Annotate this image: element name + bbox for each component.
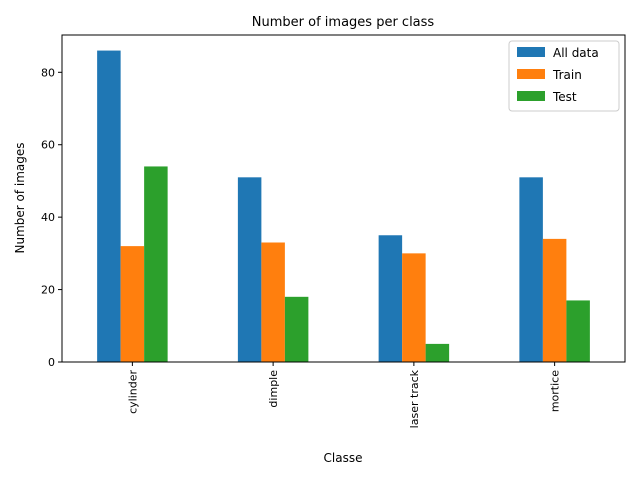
y-tick-label: 60 <box>41 139 55 152</box>
bar-test-mortice <box>566 300 590 362</box>
legend-label: Train <box>552 68 582 82</box>
bar-train-mortice <box>542 238 567 362</box>
y-tick-label: 40 <box>41 211 55 224</box>
x-axis: cylinder dimple laser track mortice <box>126 362 562 428</box>
legend: All data Train Test <box>508 40 620 112</box>
x-axis-label: Classe <box>324 451 363 465</box>
bar-train-dimple <box>261 242 285 362</box>
bar-train-laser-track <box>402 253 426 362</box>
legend-swatch <box>517 47 545 57</box>
legend-swatch <box>517 69 545 79</box>
bar-all-data-mortice <box>519 177 543 362</box>
bar-test-dimple <box>284 296 309 362</box>
legend-swatch <box>517 91 545 101</box>
plot-frame <box>61 34 626 363</box>
y-tick-label: 20 <box>41 284 55 297</box>
y-axis-label: Number of images <box>13 142 27 253</box>
x-tick-label: laser track <box>408 369 421 428</box>
y-tick-label: 80 <box>41 66 55 79</box>
legend-label: Test <box>552 90 577 104</box>
bar-test-cylinder <box>144 166 168 362</box>
y-tick-label: 0 <box>48 356 55 369</box>
bar-all-data-cylinder <box>97 50 121 362</box>
chart-title: Number of images per class <box>252 15 435 30</box>
bar-test-laser-track <box>425 343 450 362</box>
legend-label: All data <box>553 46 599 60</box>
bars-group <box>97 50 590 362</box>
bar-all-data-laser-track <box>378 235 403 362</box>
x-tick-label: cylinder <box>126 370 139 414</box>
bar-train-cylinder <box>120 246 145 362</box>
y-axis: 0 20 40 60 80 <box>41 66 62 369</box>
x-tick-label: dimple <box>267 370 280 408</box>
x-tick-label: mortice <box>549 370 562 412</box>
bar-all-data-dimple <box>237 177 262 362</box>
